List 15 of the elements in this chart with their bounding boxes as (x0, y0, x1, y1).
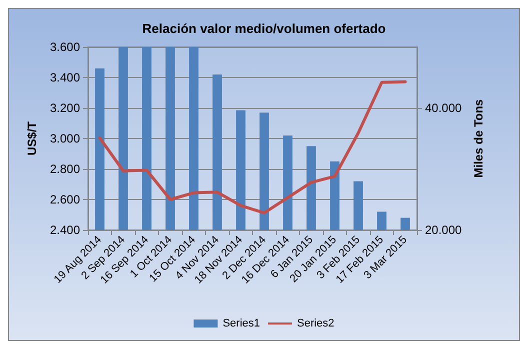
legend-label: Series2 (297, 318, 334, 330)
y2-tick-label: 40.000 (425, 101, 462, 115)
y-tick-label: 3.400 (50, 70, 80, 84)
y-tick-label: 2.600 (50, 192, 80, 206)
y2-tick-label: 20.000 (425, 223, 462, 237)
y-tick-label: 3.600 (50, 40, 80, 54)
y-tick-label: 3.000 (50, 132, 80, 146)
y-tick-label: 3.200 (50, 101, 80, 115)
chart-title: Relación valor medio/volumen ofertado (142, 21, 386, 36)
line-series (98, 80, 407, 214)
y2-axis-title: Miles de Tons (472, 98, 486, 178)
y-axis-title: US$/T (25, 120, 39, 156)
legend-label: Series1 (222, 318, 260, 330)
y-tick-label: 2.800 (50, 162, 80, 176)
y-tick-label: 2.400 (50, 223, 80, 237)
